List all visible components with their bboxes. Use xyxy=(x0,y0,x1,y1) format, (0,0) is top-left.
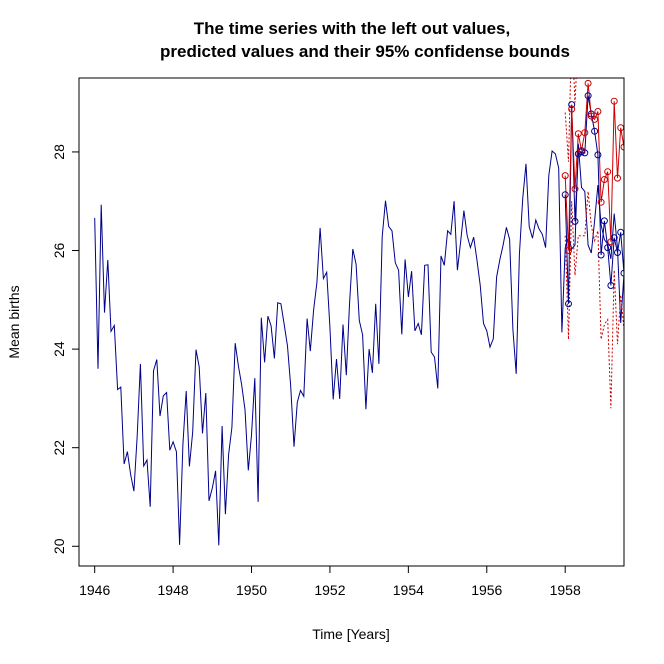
y-tick-label: 26 xyxy=(51,243,67,259)
x-tick-label: 1948 xyxy=(158,582,189,598)
x-tick-label: 1950 xyxy=(236,582,267,598)
left-out-value-point xyxy=(581,149,589,157)
x-tick-label: 1954 xyxy=(393,582,424,598)
predicted-value-point xyxy=(620,143,624,151)
predicted-value-point xyxy=(591,115,599,123)
predicted-value-point xyxy=(574,130,582,138)
left-out-value-point xyxy=(587,110,595,118)
predicted-value-point xyxy=(614,174,621,182)
left-out-value-point xyxy=(620,269,624,277)
left-out-value-point xyxy=(597,251,605,259)
left-out-value-point xyxy=(604,244,612,252)
left-out-value-point xyxy=(591,127,599,135)
y-tick-label: 24 xyxy=(51,341,67,357)
predicted-value-point xyxy=(604,168,612,176)
chart-title-line1: The time series with the left out values… xyxy=(194,19,510,38)
predicted-values-line xyxy=(564,83,624,251)
predicted-value-point xyxy=(597,198,605,206)
data-layer xyxy=(94,78,624,546)
y-axis: 20 22 24 26 28 xyxy=(51,144,80,554)
left-out-value-point xyxy=(568,101,576,109)
predicted-value-point xyxy=(565,247,572,254)
x-tick-label: 1952 xyxy=(314,582,345,598)
x-tick-label: 1946 xyxy=(79,582,110,598)
observed-series-line xyxy=(94,143,624,546)
predicted-value-point xyxy=(581,129,589,137)
left-out-value-point xyxy=(607,282,615,289)
left-out-value-point xyxy=(610,234,618,242)
x-tick-label: 1956 xyxy=(471,582,502,598)
left-out-value-point xyxy=(594,151,602,159)
plot-frame xyxy=(78,77,625,567)
y-axis-label: Mean births xyxy=(6,285,22,358)
predicted-value-point xyxy=(623,79,624,82)
predicted-value-point xyxy=(610,97,618,105)
left-out-value-point xyxy=(565,300,572,308)
y-tick-label: 20 xyxy=(51,538,67,554)
predicted-value-point xyxy=(571,185,579,193)
x-axis: 1946 1948 1950 1952 1954 1956 1958 xyxy=(79,565,581,598)
predicted-value-point xyxy=(600,176,608,183)
x-axis-label: Time [Years] xyxy=(312,626,390,642)
upper-bound-line xyxy=(564,78,612,162)
left-out-value-point xyxy=(623,107,624,110)
left-out-value-point xyxy=(600,217,608,225)
lower-bound-line xyxy=(564,191,624,409)
predicted-value-point xyxy=(568,105,576,113)
left-out-value-point xyxy=(614,249,621,256)
left-out-value-point xyxy=(561,191,569,199)
y-tick-label: 28 xyxy=(51,144,67,160)
left-out-value-point xyxy=(571,217,579,225)
predicted-value-point xyxy=(594,108,602,115)
y-tick-label: 22 xyxy=(51,440,67,456)
predicted-value-point xyxy=(584,79,592,87)
left-out-value-point xyxy=(584,92,592,100)
predicted-value-point xyxy=(561,172,569,180)
chart-title-line2: predicted values and their 95% confidens… xyxy=(160,42,570,61)
x-tick-label: 1958 xyxy=(550,582,581,598)
